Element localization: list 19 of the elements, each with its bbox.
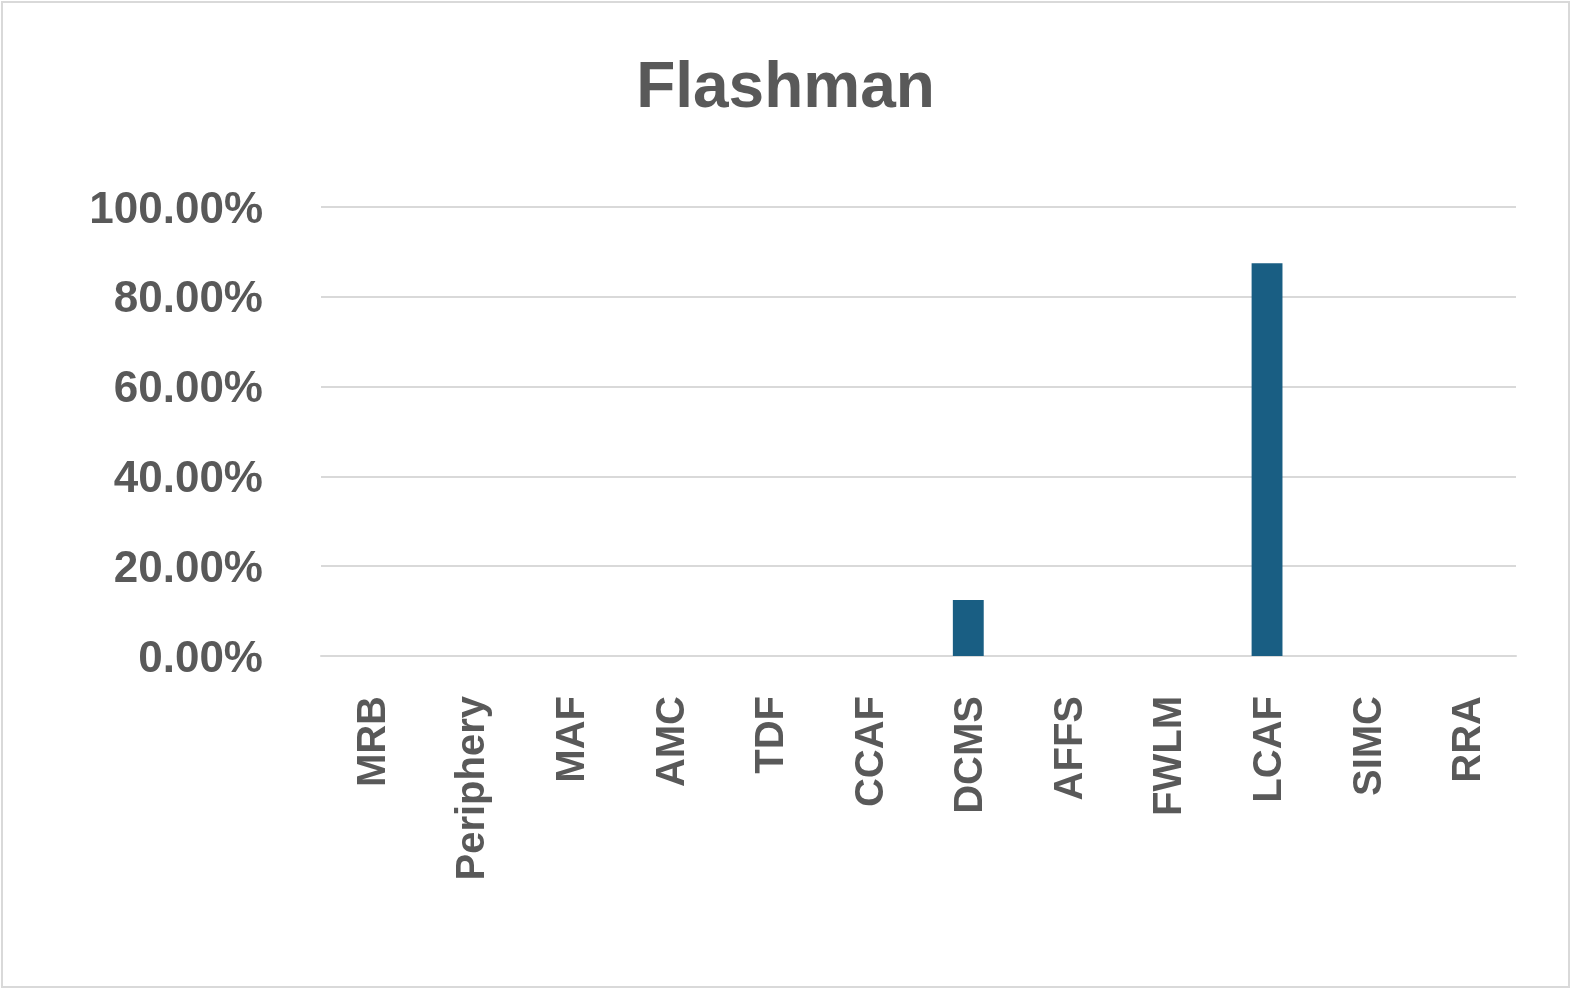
y-tick-label: 60.00% <box>113 362 263 412</box>
x-tick-label: MAF <box>547 696 592 783</box>
x-tick-label: DCMS <box>946 696 991 814</box>
x-tick-label: AFFS <box>1045 696 1090 801</box>
y-tick-label: 40.00% <box>113 451 263 501</box>
x-tick-label: FWLM <box>1145 696 1190 816</box>
y-tick-label: 100.00% <box>89 182 263 232</box>
chart-title: Flashman <box>636 49 935 121</box>
x-tick-label: CCAF <box>846 696 891 808</box>
y-tick-label: 0.00% <box>138 631 263 681</box>
y-tick-label: 20.00% <box>113 541 263 591</box>
y-tick-label: 80.00% <box>113 272 263 322</box>
x-tick-label: AMC <box>647 696 692 788</box>
x-tick-label: TDF <box>747 696 792 774</box>
x-tick-label: MRB <box>348 696 393 788</box>
x-tick-label: SIMC <box>1344 696 1389 796</box>
x-tick-label: Periphery <box>448 695 493 881</box>
x-tick-label: LCAF <box>1245 696 1290 803</box>
x-tick-label: RRA <box>1444 696 1489 783</box>
